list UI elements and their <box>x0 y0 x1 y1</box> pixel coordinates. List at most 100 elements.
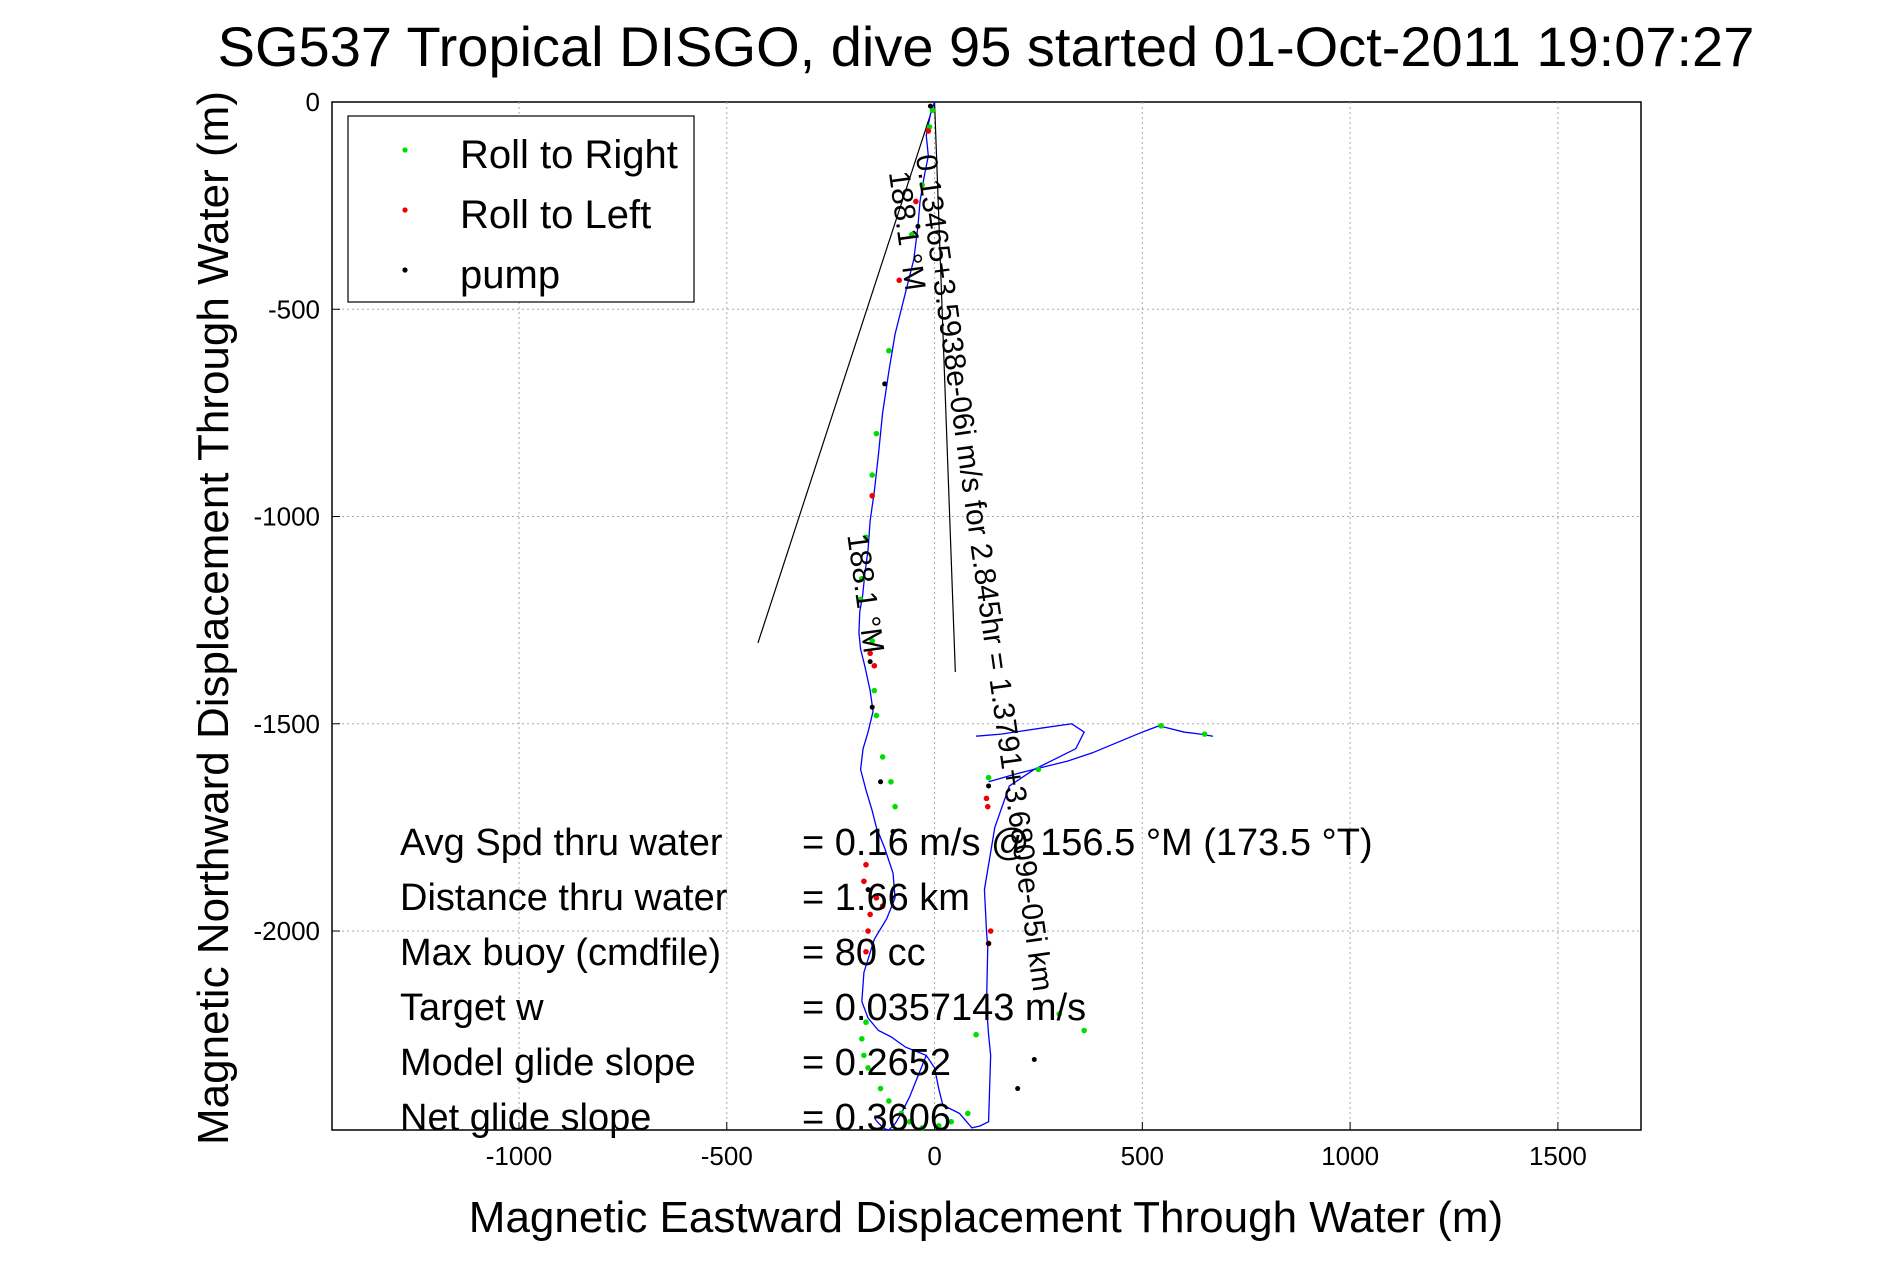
roll-right-point <box>869 472 876 478</box>
roll-right-point <box>873 430 880 437</box>
stat-value: = 0.3606 <box>802 1097 951 1139</box>
track-markers <box>857 103 1208 1131</box>
stat-value: = 1.66 km <box>802 877 970 919</box>
roll-left-point <box>879 903 886 909</box>
roll-right-point <box>898 1110 905 1117</box>
dive-statistics: Avg Spd thru water = 0.16 m/s @ 156.5 °M … <box>400 822 1373 1139</box>
legend-label: pump <box>460 253 560 297</box>
stat-label: Model glide slope <box>400 1042 696 1084</box>
roll-right-point <box>861 1052 867 1059</box>
roll-right-point <box>859 575 865 582</box>
stat-value: = 80 cc <box>802 932 926 974</box>
roll-right-point <box>908 231 915 238</box>
legend-label: Roll to Left <box>460 193 651 237</box>
legend-label: Roll to Right <box>460 133 678 177</box>
roll-right-point <box>973 1031 979 1038</box>
x-tick-label: 500 <box>1121 1141 1164 1171</box>
roll-right-point <box>886 1098 892 1104</box>
legend-marker <box>402 147 408 153</box>
x-tick-label: -500 <box>701 1141 753 1171</box>
roll-right-point <box>879 754 886 760</box>
x-tick-label: -1000 <box>486 1141 553 1171</box>
roll-left-point <box>867 650 873 657</box>
roll-right-point <box>906 1118 913 1125</box>
stat-label: Distance thru water <box>400 877 728 919</box>
roll-right-point <box>857 596 864 603</box>
chart-title: SG537 Tropical DISGO, dive 95 started 01… <box>218 15 1755 78</box>
roll-left-point <box>865 928 871 934</box>
roll-left-point <box>861 878 867 885</box>
roll-right-point <box>869 638 876 644</box>
pump-point <box>1031 1057 1037 1063</box>
roll-left-point <box>987 928 994 934</box>
y-tick-label: -1500 <box>254 709 321 739</box>
pump-point <box>1015 1086 1021 1092</box>
roll-right-point <box>965 1110 971 1117</box>
stat-value: = 0.16 m/s @ 156.5 °M (173.5 °T) <box>802 822 1373 864</box>
roll-right-point <box>886 347 892 354</box>
roll-right-point <box>1158 723 1164 729</box>
stat-label: Net glide slope <box>400 1097 651 1139</box>
roll-left-point <box>925 128 932 134</box>
stat-label: Max buoy (cmdfile) <box>400 932 721 974</box>
pump-point <box>865 887 871 893</box>
roll-right-point <box>1035 766 1042 773</box>
roll-right-point <box>1201 731 1208 737</box>
roll-left-point <box>984 803 991 810</box>
legend-marker <box>402 207 408 213</box>
roll-left-point <box>863 948 869 955</box>
roll-left-point <box>873 895 880 901</box>
y-tick-label: -2000 <box>254 916 321 946</box>
roll-right-point <box>863 1019 869 1026</box>
pump-point <box>927 103 933 109</box>
roll-right-point <box>863 534 869 541</box>
track-line <box>858 101 1085 1129</box>
y-tick-label: -1000 <box>254 502 321 532</box>
roll-right-point <box>935 1123 942 1129</box>
track-line-south-leg <box>873 1055 927 1131</box>
roll-left-point <box>869 492 876 499</box>
current-vector-line <box>757 101 936 644</box>
y-axis-label: Magnetic Northward Displacement Through … <box>189 91 238 1145</box>
x-tick-label: 0 <box>927 1141 941 1171</box>
x-tick-label: 1000 <box>1321 1141 1379 1171</box>
stat-value: = 0.0357143 m/s <box>802 987 1086 1029</box>
stat-label: Target w <box>400 987 544 1029</box>
roll-right-point <box>1081 1027 1087 1034</box>
x-tick-label: 1500 <box>1529 1141 1587 1171</box>
roll-right-point <box>888 779 894 785</box>
roll-left-point <box>913 198 919 205</box>
roll-right-point <box>871 687 878 694</box>
roll-right-point <box>877 1085 884 1092</box>
roll-left-point <box>871 662 878 669</box>
axis-ticks: -1000 -500 0 500 1000 1500 0 -500 -1000 -1500 -200… <box>254 87 1587 1171</box>
roll-right-point <box>948 1118 954 1125</box>
roll-right-point <box>865 1065 871 1071</box>
current-vectors <box>757 101 956 672</box>
legend-marker <box>402 267 408 273</box>
stat-value: = 0.2652 <box>802 1042 951 1084</box>
pump-point <box>878 779 884 785</box>
pump-point <box>986 940 992 946</box>
roll-left-point <box>896 277 903 284</box>
pump-point <box>890 829 896 835</box>
pump-point <box>882 381 888 387</box>
roll-right-point <box>985 774 992 781</box>
pump-point <box>869 704 875 710</box>
roll-right-point <box>873 712 880 719</box>
x-axis-label: Magnetic Eastward Displacement Through W… <box>469 1193 1503 1242</box>
pump-point <box>915 223 921 229</box>
stat-label: Avg Spd thru water <box>400 822 723 864</box>
y-tick-label: -500 <box>268 294 320 324</box>
current-vector-line <box>933 101 956 672</box>
roll-left-point <box>983 795 990 802</box>
roll-left-point <box>867 911 873 918</box>
roll-left-point <box>863 861 869 868</box>
roll-right-point <box>1056 1011 1063 1017</box>
roll-right-point <box>859 1036 865 1042</box>
y-tick-label: 0 <box>306 87 320 117</box>
pump-point <box>986 783 992 789</box>
pump-point <box>867 659 873 665</box>
roll-right-point <box>892 803 898 810</box>
